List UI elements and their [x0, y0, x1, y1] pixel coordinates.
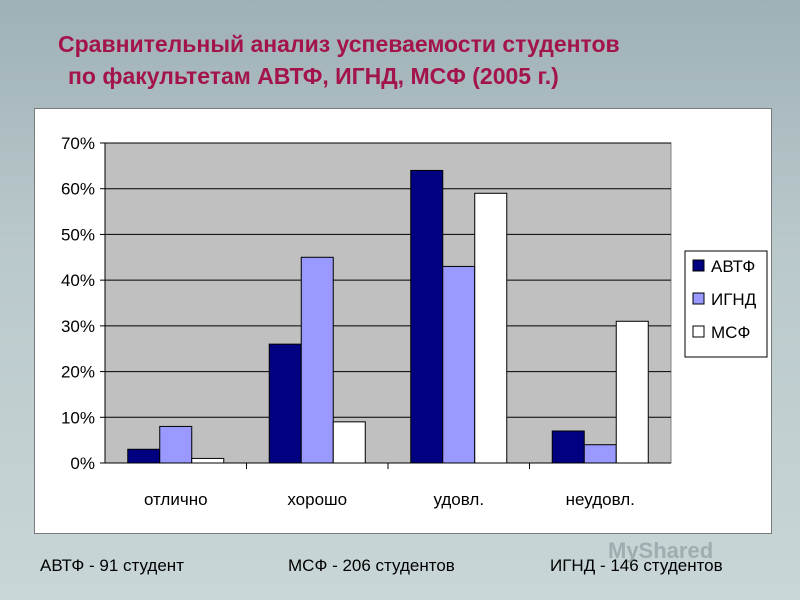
y-tick-label: 40%	[61, 271, 95, 290]
y-tick-label: 30%	[61, 317, 95, 336]
legend-swatch	[692, 325, 705, 338]
y-tick-label: 50%	[61, 225, 95, 244]
bar	[410, 169, 444, 464]
x-tick-label: удовл.	[433, 490, 484, 509]
bar	[442, 265, 476, 464]
y-tick-label: 0%	[70, 454, 95, 473]
y-tick-label: 20%	[61, 363, 95, 382]
legend-label: МСФ	[711, 323, 750, 342]
bar	[268, 343, 302, 464]
bar	[474, 192, 508, 464]
legend-swatch	[692, 259, 705, 272]
title-line-2: по факультетам АВТФ, ИГНД, МСФ (2005 г.)	[68, 63, 559, 89]
bar	[159, 425, 193, 464]
y-tick-label: 10%	[61, 408, 95, 427]
legend-label: АВТФ	[711, 257, 755, 276]
bar	[127, 448, 161, 464]
y-tick-label: 60%	[61, 180, 95, 199]
plot-area	[104, 142, 672, 464]
bar	[300, 256, 334, 464]
y-tick-label: 70%	[61, 134, 95, 153]
watermark-logo: MyShared	[608, 538, 714, 563]
x-tick-label: отлично	[144, 490, 208, 509]
bar	[551, 430, 585, 464]
legend-label: ИГНД	[711, 290, 757, 309]
x-tick-label: хорошо	[287, 490, 347, 509]
footer-avtf-count: АВТФ - 91 студент	[40, 556, 184, 575]
title-line-1: Сравнительный анализ успеваемости студен…	[58, 31, 620, 57]
footer-ignd-count: ИГНД - 146 студентов	[550, 556, 723, 575]
slide-title: Сравнительный анализ успеваемости студен…	[58, 28, 758, 92]
bar	[583, 444, 617, 464]
bar	[191, 457, 225, 464]
bar	[332, 421, 366, 464]
legend-swatch	[692, 292, 705, 305]
x-tick-label: неудовл.	[566, 490, 635, 509]
chart-panel: 0% 10% 20% 30% 40% 50% 60% 70% отлично хорошо удов…	[34, 108, 772, 534]
bar-chart: 0% 10% 20% 30% 40% 50% 60% 70% отлично хорошо удов…	[61, 134, 768, 509]
footer-msf-count: МСФ - 206 студентов	[288, 556, 455, 575]
bar	[615, 320, 649, 464]
